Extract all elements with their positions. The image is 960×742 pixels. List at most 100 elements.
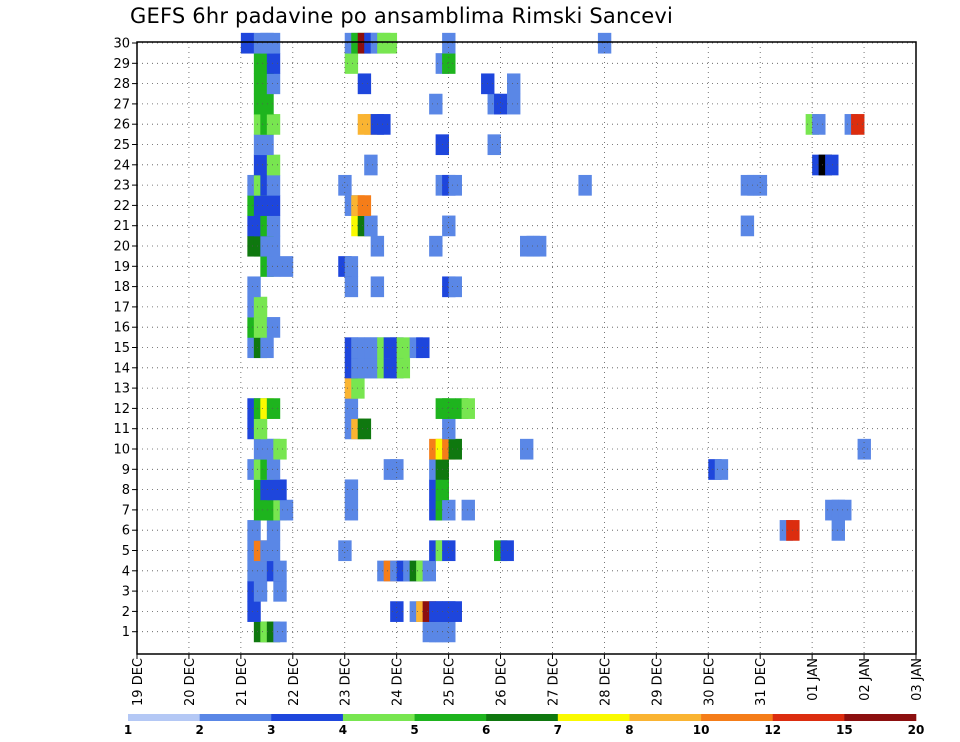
colorbar-label: 1 <box>124 723 132 737</box>
heatmap-cell <box>831 520 845 541</box>
heatmap-cell <box>273 560 287 582</box>
colorbar-label: 4 <box>339 723 347 737</box>
heatmap-cell <box>442 398 456 419</box>
y-tick-label: 29 <box>113 57 130 72</box>
y-tick-label: 4 <box>122 564 130 579</box>
heatmap-cell <box>396 357 411 379</box>
heatmap-cell <box>253 317 268 338</box>
y-tick-label: 9 <box>122 463 130 478</box>
y-tick-label: 24 <box>113 158 130 173</box>
x-tick-label: 03 JAN <box>910 658 925 701</box>
heatmap-cell <box>266 174 281 196</box>
heatmap-cell <box>429 93 443 115</box>
colorbar-segment <box>629 714 702 721</box>
heatmap-cell <box>344 499 359 521</box>
colorbar-label: 7 <box>554 723 562 737</box>
heatmap-cell <box>266 53 281 74</box>
heatmap-cell <box>247 520 261 541</box>
heatmap-cell <box>344 276 359 298</box>
y-tick-label: 1 <box>122 625 130 640</box>
heatmap-cell <box>494 93 508 115</box>
heatmap-cell <box>448 601 462 622</box>
colorbar-label: 5 <box>410 723 418 737</box>
y-tick-label: 16 <box>113 321 130 336</box>
heatmap-cell <box>266 215 281 237</box>
colorbar-segment <box>557 714 630 721</box>
heatmap-cell <box>825 154 839 176</box>
colorbar-label: 3 <box>267 723 275 737</box>
x-tick-label: 24 DEC <box>391 658 406 706</box>
heatmap-cell <box>429 235 443 257</box>
heatmap-cell <box>396 337 411 359</box>
x-tick-label: 30 DEC <box>702 658 717 706</box>
x-tick-label: 23 DEC <box>339 658 354 706</box>
y-tick-label: 20 <box>113 240 130 255</box>
colorbar-segment <box>199 714 272 721</box>
y-tick-label: 3 <box>122 585 130 600</box>
y-tick-label: 18 <box>113 280 130 295</box>
heatmap-cell <box>442 540 456 562</box>
heatmap-cell <box>377 114 391 135</box>
heatmap-cell <box>578 174 592 196</box>
colorbar-label: 6 <box>482 723 490 737</box>
heatmap-cell <box>266 398 281 419</box>
y-tick-label: 6 <box>122 524 130 539</box>
heatmap-cell <box>247 276 261 298</box>
heatmap-cell <box>520 438 534 460</box>
x-axis: 19 DEC 20 DEC 21 DEC 22 DEC 23 DEC 24 DEC 25 D… <box>131 654 925 706</box>
heatmap-cell <box>838 499 852 521</box>
x-tick-label: 02 JAN <box>858 658 873 701</box>
heatmap-cell <box>597 32 612 54</box>
x-tick-label: 31 DEC <box>754 658 769 706</box>
heatmap-cell <box>442 418 456 440</box>
heatmap-cell <box>338 174 352 196</box>
heatmap-cell <box>753 174 768 196</box>
heatmap-cell <box>266 154 281 176</box>
colorbar-segment <box>844 714 917 721</box>
heatmap-cell <box>422 560 437 582</box>
y-tick-label: 17 <box>113 300 130 315</box>
heatmap-cell <box>364 215 378 237</box>
colorbar-segment <box>414 714 487 721</box>
x-tick-label: 19 DEC <box>131 658 146 706</box>
colorbar-label: 20 <box>908 723 925 737</box>
heatmap-cell <box>442 215 456 237</box>
y-tick-label: 12 <box>113 402 130 417</box>
heatmap-cell <box>266 73 281 95</box>
heatmap-cell <box>448 438 462 460</box>
heatmap-cell <box>273 580 287 602</box>
colorbar-segment <box>128 714 200 721</box>
y-tick-label: 8 <box>122 483 130 498</box>
colorbar-segment <box>342 714 415 721</box>
colorbar-label: 12 <box>764 723 781 737</box>
heatmap-cell <box>357 73 372 95</box>
heatmap-cell <box>273 621 287 643</box>
heatmap-cell <box>461 499 475 521</box>
heatmap-cell <box>266 114 281 135</box>
heatmap-cell <box>266 459 281 480</box>
heatmap-cell <box>812 114 826 135</box>
heatmap-cell <box>344 479 359 501</box>
colorbar-segment <box>772 714 845 721</box>
heatmap-cell <box>357 195 372 216</box>
heatmap-cell <box>273 438 287 460</box>
y-tick-label: 27 <box>113 97 130 112</box>
heatmap-cell <box>487 134 501 156</box>
colorbar-segment <box>486 714 559 721</box>
y-tick-label: 28 <box>113 77 130 92</box>
heatmap-cell <box>344 53 359 74</box>
heatmap-cell <box>266 256 281 277</box>
x-tick-label: 29 DEC <box>650 658 665 706</box>
y-tick-label: 30 <box>113 37 130 52</box>
x-tick-label: 20 DEC <box>183 658 198 706</box>
y-tick-label: 5 <box>122 544 130 559</box>
y-tick-label: 7 <box>122 503 130 518</box>
heatmap-cell <box>266 235 281 257</box>
x-tick-label: 27 DEC <box>546 658 561 706</box>
heatmap-cell <box>273 479 287 501</box>
colorbar-segment <box>271 714 344 721</box>
heatmap-cell <box>461 398 475 419</box>
y-tick-label: 11 <box>113 422 130 437</box>
heatmap-cell <box>253 296 268 318</box>
